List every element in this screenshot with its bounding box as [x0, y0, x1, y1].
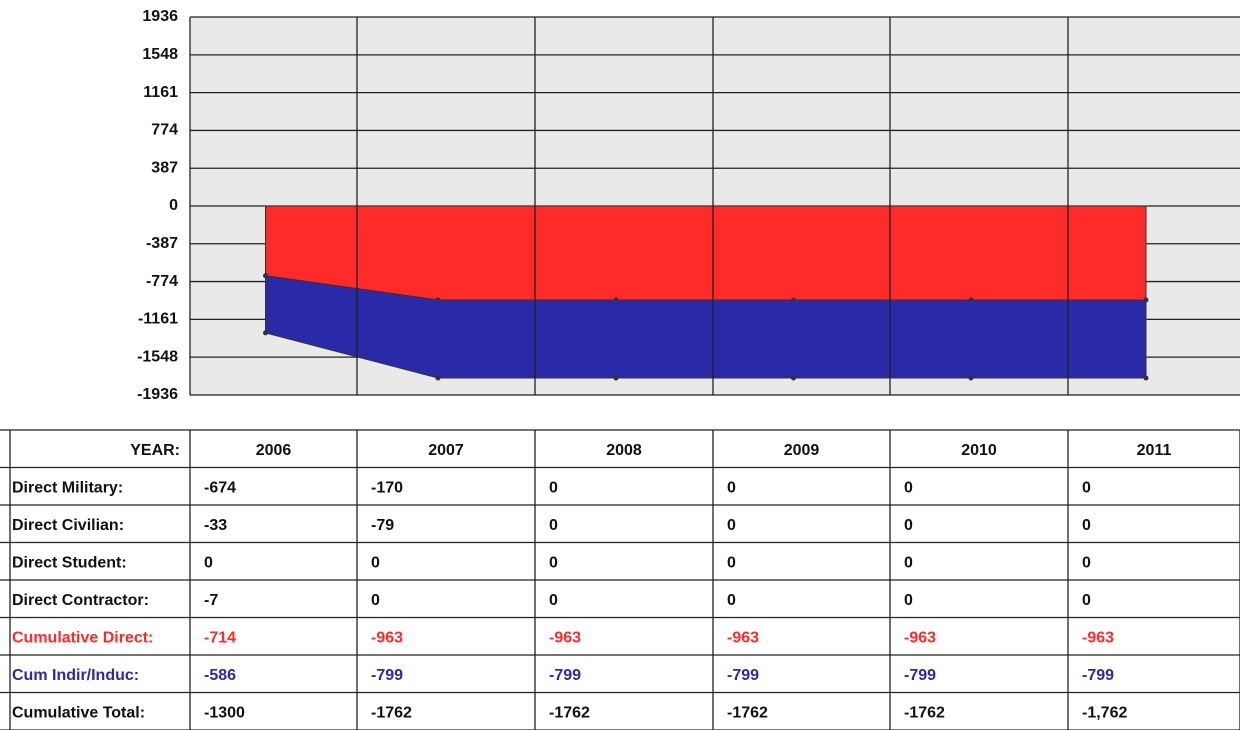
- table-cell: 0: [1082, 554, 1091, 571]
- table-cell: -674: [204, 479, 236, 496]
- row-label: Direct Civilian:: [12, 517, 124, 534]
- table-header-label: YEAR:: [130, 442, 180, 459]
- table-cell: -799: [371, 667, 403, 684]
- y-tick-label: -387: [146, 235, 178, 252]
- point: [791, 375, 796, 381]
- x-tick-label: 2009: [784, 442, 820, 459]
- table-cell: 0: [371, 554, 380, 571]
- table-cell: 0: [904, 554, 913, 571]
- table-cell: -799: [904, 667, 936, 684]
- table-cell: -1762: [549, 704, 590, 721]
- table-cell: -963: [549, 629, 581, 646]
- y-tick-label: 387: [151, 159, 178, 176]
- table-cell: -1762: [904, 704, 945, 721]
- table-cell: 0: [727, 479, 736, 496]
- x-tick-label: 2010: [961, 442, 997, 459]
- table-cell: -799: [549, 667, 581, 684]
- table-cell: 0: [727, 554, 736, 571]
- point: [968, 375, 974, 381]
- table-cell: -79: [371, 517, 394, 534]
- point: [263, 330, 268, 336]
- table-cell: -7: [204, 592, 218, 609]
- y-tick-label: 0: [169, 197, 178, 214]
- point: [1143, 375, 1149, 381]
- y-tick-label: 1161: [143, 84, 178, 101]
- table-cell: 0: [371, 592, 380, 609]
- table-cell: 0: [1082, 517, 1091, 534]
- table-cell: -1762: [727, 704, 768, 721]
- x-tick-label: 2006: [256, 442, 292, 459]
- table-cell: 0: [1082, 479, 1091, 496]
- table-cell: -963: [1082, 629, 1114, 646]
- y-tick-label: -1161: [138, 311, 178, 328]
- table-cell: -963: [904, 629, 936, 646]
- table-cell: 0: [904, 479, 913, 496]
- table-cell: 0: [549, 592, 558, 609]
- y-tick-label: -1548: [137, 348, 178, 365]
- row-label: Cum Indir/Induc:: [12, 667, 139, 684]
- row-label: Direct Military:: [12, 479, 123, 496]
- row-label: Direct Student:: [12, 554, 127, 571]
- table-cell: 0: [549, 517, 558, 534]
- point: [613, 375, 619, 381]
- area: [265, 205, 1147, 301]
- table-cell: -586: [204, 667, 236, 684]
- x-tick-label: 2007: [428, 442, 464, 459]
- table-cell: 0: [1082, 592, 1091, 609]
- table-cell: 0: [549, 479, 558, 496]
- row-label: Cumulative Direct:: [12, 629, 153, 646]
- y-tick-label: -1936: [137, 386, 178, 403]
- y-tick-label: 1548: [142, 46, 178, 63]
- table-cell: -963: [371, 629, 403, 646]
- row-label: Cumulative Total:: [12, 704, 145, 721]
- table-cell: -1300: [204, 704, 245, 721]
- table-cell: 0: [204, 554, 213, 571]
- table-cell: -963: [727, 629, 759, 646]
- table-cell: 0: [727, 592, 736, 609]
- table-cell: -1,762: [1082, 704, 1127, 721]
- point: [435, 375, 441, 381]
- table-cell: -799: [1082, 667, 1114, 684]
- x-tick-label: 2011: [1137, 442, 1172, 459]
- table-cell: 0: [904, 592, 913, 609]
- table-cell: 0: [727, 517, 736, 534]
- table-cell: 0: [904, 517, 913, 534]
- y-tick-label: -774: [146, 273, 178, 290]
- y-tick-label: 1936: [142, 8, 178, 25]
- row-label: Direct Contractor:: [12, 592, 149, 609]
- table-cell: -1762: [371, 704, 412, 721]
- table-cell: -714: [204, 629, 236, 646]
- y-tick-label: 774: [151, 122, 178, 139]
- table-cell: -170: [371, 479, 403, 496]
- x-tick-label: 2008: [606, 442, 642, 459]
- table-cell: -33: [204, 517, 227, 534]
- table-cell: -799: [727, 667, 759, 684]
- table-cell: 0: [549, 554, 558, 571]
